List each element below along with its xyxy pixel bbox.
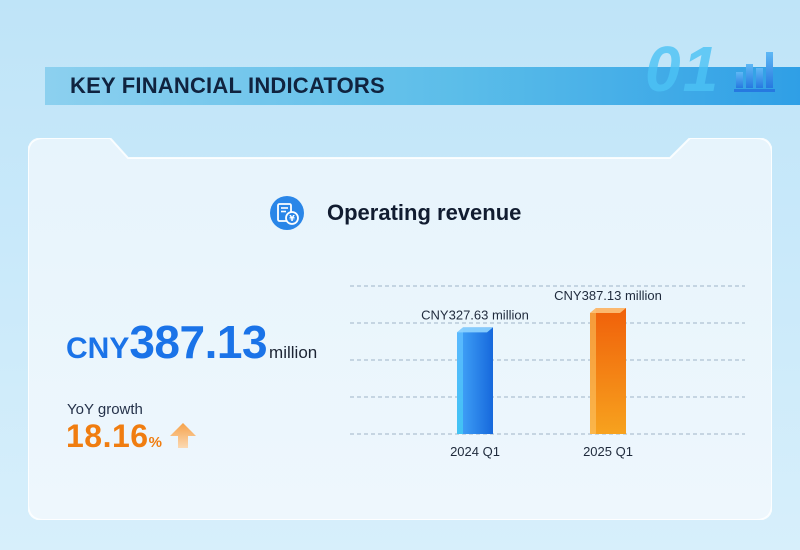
bar-top-cap <box>457 327 493 333</box>
kpi-currency: CNY <box>66 332 130 365</box>
revenue-bar-chart: CNY327.63 million 2024 Q1 CNY387.13 millio… <box>350 285 745 459</box>
metric-card <box>28 138 772 520</box>
chart-gridlines <box>350 285 745 435</box>
yuan-coins-document-icon: ¥ <box>270 196 304 230</box>
metric-title: Operating revenue <box>327 200 522 225</box>
bar-top-cap <box>590 308 626 313</box>
yoy-label: YoY growth <box>67 401 143 418</box>
bar-side-face <box>457 327 463 434</box>
kpi-value-row: CNY387.13 million <box>66 315 317 369</box>
svg-text:¥: ¥ <box>289 214 295 223</box>
bar-side-face <box>590 308 596 434</box>
kpi-value: 387.13 <box>129 316 268 368</box>
section-number: 01 <box>645 33 721 105</box>
up-arrow-icon <box>170 423 197 448</box>
chart-bar <box>590 308 626 434</box>
header-band <box>45 67 800 105</box>
yoy-percent-sign: % <box>148 434 162 451</box>
yoy-value: 18.16 <box>66 418 149 454</box>
chart-bars: CNY327.63 million 2024 Q1 CNY387.13 millio… <box>421 288 662 459</box>
bar-data-label: CNY387.13 million <box>554 288 662 303</box>
bar-front-face <box>463 327 493 434</box>
x-tick-label: 2024 Q1 <box>450 444 500 459</box>
chart-bar <box>457 327 493 434</box>
yoy-row: 18.16% <box>66 418 198 455</box>
x-tick-label: 2025 Q1 <box>583 444 633 459</box>
bar-data-label: CNY327.63 million <box>421 307 529 322</box>
bar-front-face <box>596 308 626 434</box>
page-title: KEY FINANCIAL INDICATORS <box>70 73 385 98</box>
bar-chart-icon <box>734 52 775 92</box>
kpi-unit: million <box>269 343 318 362</box>
